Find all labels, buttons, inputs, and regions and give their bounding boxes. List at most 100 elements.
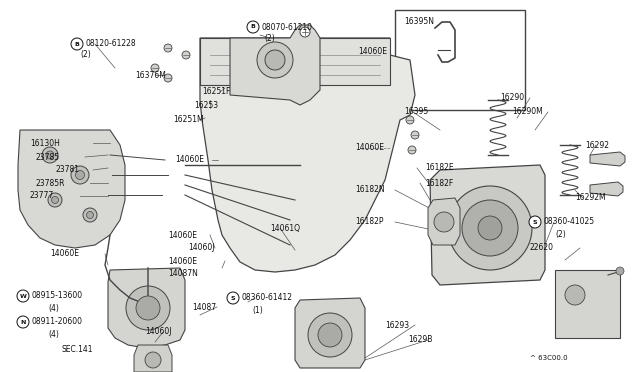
Circle shape bbox=[448, 186, 532, 270]
Circle shape bbox=[406, 116, 414, 124]
Text: (2): (2) bbox=[80, 51, 91, 60]
Circle shape bbox=[616, 267, 624, 275]
Polygon shape bbox=[590, 182, 623, 196]
Circle shape bbox=[83, 208, 97, 222]
Circle shape bbox=[318, 323, 342, 347]
Text: B: B bbox=[75, 42, 79, 46]
Text: 14060E: 14060E bbox=[175, 155, 204, 164]
Text: 14061Q: 14061Q bbox=[270, 224, 300, 232]
Text: 16290: 16290 bbox=[500, 93, 524, 103]
Circle shape bbox=[71, 38, 83, 50]
Text: ^ 63C00.0: ^ 63C00.0 bbox=[530, 355, 568, 361]
Polygon shape bbox=[134, 345, 172, 372]
Text: 23781: 23781 bbox=[55, 166, 79, 174]
Circle shape bbox=[257, 42, 293, 78]
Text: (4): (4) bbox=[48, 305, 59, 314]
Polygon shape bbox=[200, 38, 415, 272]
Circle shape bbox=[411, 131, 419, 139]
Circle shape bbox=[247, 21, 259, 33]
Text: 08911-20600: 08911-20600 bbox=[32, 317, 83, 327]
Text: 14060E: 14060E bbox=[50, 250, 79, 259]
Text: 22620: 22620 bbox=[530, 244, 554, 253]
Text: 14060E: 14060E bbox=[168, 257, 197, 266]
Circle shape bbox=[86, 212, 93, 218]
Text: 08360-61412: 08360-61412 bbox=[242, 294, 293, 302]
Text: 14060E: 14060E bbox=[358, 48, 387, 57]
Text: 16182E: 16182E bbox=[425, 164, 454, 173]
Polygon shape bbox=[295, 298, 365, 368]
Circle shape bbox=[46, 151, 54, 159]
Text: (2): (2) bbox=[264, 33, 275, 42]
Circle shape bbox=[151, 64, 159, 72]
Circle shape bbox=[478, 216, 502, 240]
Circle shape bbox=[529, 216, 541, 228]
Circle shape bbox=[48, 193, 62, 207]
Circle shape bbox=[126, 286, 170, 330]
Circle shape bbox=[42, 147, 58, 163]
Circle shape bbox=[565, 285, 585, 305]
Text: 16293: 16293 bbox=[385, 321, 409, 330]
Polygon shape bbox=[430, 165, 545, 285]
Polygon shape bbox=[230, 25, 320, 105]
Text: 16182N: 16182N bbox=[355, 186, 385, 195]
Text: 16290M: 16290M bbox=[512, 108, 543, 116]
Text: 16130H: 16130H bbox=[30, 138, 60, 148]
Text: 16251F: 16251F bbox=[202, 87, 230, 96]
Polygon shape bbox=[108, 268, 185, 348]
Text: 16292M: 16292M bbox=[575, 193, 605, 202]
Text: 16292: 16292 bbox=[585, 141, 609, 150]
Text: S: S bbox=[532, 219, 538, 224]
Circle shape bbox=[308, 313, 352, 357]
Text: 14087N: 14087N bbox=[168, 269, 198, 279]
Text: 16376M: 16376M bbox=[135, 71, 166, 80]
Circle shape bbox=[434, 212, 454, 232]
Text: (1): (1) bbox=[252, 307, 263, 315]
Polygon shape bbox=[200, 38, 390, 85]
Circle shape bbox=[300, 27, 310, 37]
Circle shape bbox=[227, 292, 239, 304]
Text: 1629B: 1629B bbox=[408, 336, 433, 344]
Text: 16395N: 16395N bbox=[404, 17, 434, 26]
Text: 08070-61210: 08070-61210 bbox=[262, 22, 313, 32]
Text: 08120-61228: 08120-61228 bbox=[86, 39, 136, 48]
Text: 23785: 23785 bbox=[36, 153, 60, 161]
Text: 08360-41025: 08360-41025 bbox=[544, 218, 595, 227]
Polygon shape bbox=[18, 130, 125, 248]
Text: 08915-13600: 08915-13600 bbox=[32, 292, 83, 301]
Bar bbox=[555, 270, 620, 338]
Text: 16182F: 16182F bbox=[425, 179, 453, 187]
Text: SEC.141: SEC.141 bbox=[62, 344, 93, 353]
Text: 23777: 23777 bbox=[30, 192, 54, 201]
Text: 16251M: 16251M bbox=[173, 115, 204, 125]
Circle shape bbox=[164, 74, 172, 82]
Text: 16253: 16253 bbox=[194, 102, 218, 110]
Text: B: B bbox=[251, 25, 255, 29]
Circle shape bbox=[136, 296, 160, 320]
Text: 14060J: 14060J bbox=[188, 244, 214, 253]
Circle shape bbox=[145, 352, 161, 368]
Circle shape bbox=[182, 51, 190, 59]
Polygon shape bbox=[428, 198, 460, 245]
Text: (2): (2) bbox=[555, 231, 566, 240]
Circle shape bbox=[265, 50, 285, 70]
Bar bbox=[395, 10, 525, 110]
Text: 14087: 14087 bbox=[192, 302, 216, 311]
Polygon shape bbox=[590, 152, 625, 166]
Text: 16182P: 16182P bbox=[355, 218, 383, 227]
Circle shape bbox=[164, 44, 172, 52]
Circle shape bbox=[17, 316, 29, 328]
Circle shape bbox=[51, 196, 58, 203]
Circle shape bbox=[408, 146, 416, 154]
Text: (4): (4) bbox=[48, 330, 59, 340]
Text: S: S bbox=[230, 295, 236, 301]
Text: 14060J: 14060J bbox=[145, 327, 172, 337]
Circle shape bbox=[17, 290, 29, 302]
Text: 14060E: 14060E bbox=[355, 144, 384, 153]
Circle shape bbox=[269, 54, 281, 66]
Text: 23785R: 23785R bbox=[36, 179, 65, 187]
Circle shape bbox=[462, 200, 518, 256]
Text: 16395: 16395 bbox=[404, 108, 428, 116]
Text: N: N bbox=[20, 320, 26, 324]
Circle shape bbox=[76, 170, 84, 180]
Text: 14060E: 14060E bbox=[168, 231, 197, 240]
